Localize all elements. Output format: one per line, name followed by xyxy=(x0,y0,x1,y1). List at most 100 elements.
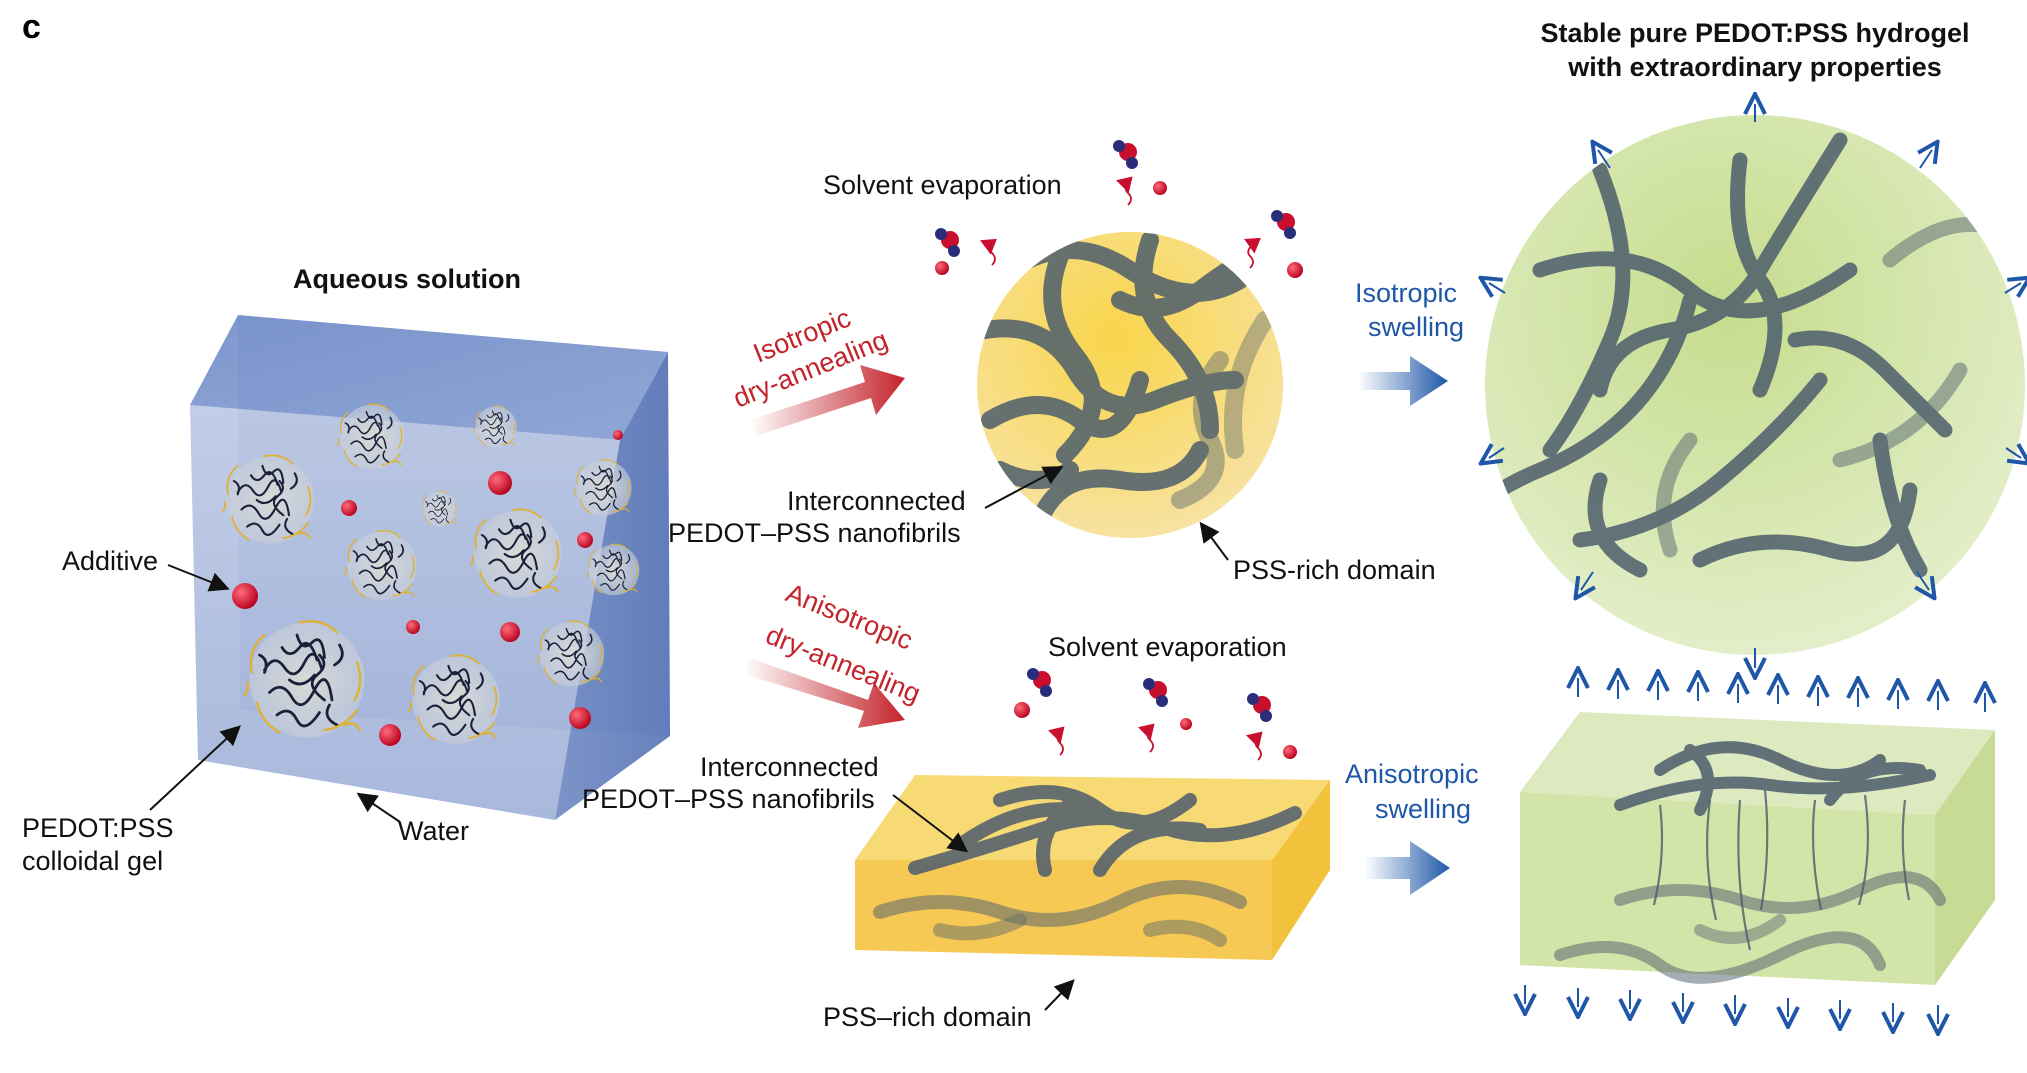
water-molecule-icon xyxy=(1027,668,1052,697)
nanofibril xyxy=(953,802,1107,852)
aniso-fibrils-line2: PEDOT–PSS nanofibrils xyxy=(582,784,875,814)
wavy-arrow-icon xyxy=(1047,726,1065,756)
additive-droplet xyxy=(1014,702,1030,718)
block-right-face xyxy=(1935,730,1995,985)
isotropic-process-arrow xyxy=(750,365,905,436)
additive-droplet xyxy=(341,500,357,516)
aniso-fibrils-pointer xyxy=(892,794,969,853)
additive-label: Additive xyxy=(62,546,158,576)
iso-fibrils-pointer xyxy=(984,466,1064,509)
nanofibril xyxy=(1532,251,1858,319)
additive-droplet xyxy=(1180,718,1192,730)
additive-droplet xyxy=(500,622,520,642)
nanofibril xyxy=(1031,441,1209,529)
outward-arrow-icon xyxy=(1920,150,1932,169)
nanofibril xyxy=(1542,162,1631,458)
stretched-chain xyxy=(1706,799,1718,921)
anisotropic-dry-film xyxy=(855,775,1330,960)
aniso-evaporation-label: Solvent evaporation xyxy=(1048,632,1287,662)
water-molecule-icon xyxy=(1113,140,1138,169)
nanofibril xyxy=(1872,432,1928,578)
water-molecule-icon xyxy=(935,228,960,257)
nanofibril xyxy=(1143,919,1227,947)
stretched-chain xyxy=(1652,804,1664,906)
nanofibril xyxy=(1587,472,1648,578)
anisotropic-swelling-arrow xyxy=(1365,841,1450,895)
nanofibril xyxy=(1614,871,1946,914)
result-title-line2: with extraordinary properties xyxy=(1567,52,1942,82)
isotropic-swelling-line1: Isotropic xyxy=(1355,278,1457,308)
additive-droplet xyxy=(1287,262,1303,278)
nanofibril xyxy=(1614,769,1936,811)
nanofibril xyxy=(873,880,1247,927)
water-label: Water xyxy=(398,816,469,846)
nanofibril xyxy=(1694,914,1786,944)
aniso-pss-pointer xyxy=(1044,979,1075,1011)
additive-droplet xyxy=(1283,745,1297,759)
outward-arrow-icon xyxy=(1917,571,1929,590)
nanofibril xyxy=(1554,931,1886,984)
nanofibril xyxy=(981,371,1149,438)
nanofibril xyxy=(1036,793,1082,877)
outward-arrow-icon xyxy=(1581,571,1593,590)
additive-droplet xyxy=(488,471,512,495)
anisotropic-process-arrow xyxy=(744,658,905,728)
additive-droplet xyxy=(935,261,949,275)
stretched-chain xyxy=(1811,799,1823,911)
nanofibril xyxy=(1832,362,1968,468)
gel-label-line2: colloidal gel xyxy=(22,846,163,876)
wavy-arrow-icon xyxy=(979,238,997,266)
wavy-arrow-icon xyxy=(1245,731,1263,761)
nanofibril xyxy=(1485,292,1698,598)
aniso-fibrils-line1: Interconnected xyxy=(700,752,879,782)
anisotropic-swelling-line2: swelling xyxy=(1375,794,1471,824)
isotropic-swelling-line2: swelling xyxy=(1368,312,1464,342)
isotropic-swelling-arrow xyxy=(1358,356,1448,406)
aniso-pss-label: PSS–rich domain xyxy=(823,1002,1032,1032)
anisotropic-hydrogel-block xyxy=(1520,678,1995,1024)
nanofibril xyxy=(1093,821,1207,877)
additive-droplet xyxy=(569,707,591,729)
aqueous-solution-cube xyxy=(190,315,670,820)
water-molecule-icon xyxy=(1247,693,1272,722)
nanofibril xyxy=(1655,432,1698,558)
stretched-chain xyxy=(1901,799,1911,901)
stretched-chain xyxy=(1737,799,1752,951)
additive-pointer xyxy=(167,564,230,592)
additive-droplet xyxy=(406,620,420,634)
isotropic-hydrogel-sphere xyxy=(1460,104,2025,668)
nanofibril xyxy=(1224,311,1274,459)
cube-top-face xyxy=(190,315,668,440)
aqueous-title: Aqueous solution xyxy=(293,264,521,294)
iso-pss-pointer xyxy=(1199,521,1229,561)
outward-arrow-icon xyxy=(1489,448,1505,458)
additive-droplet xyxy=(1153,181,1167,195)
outward-arrow-icon xyxy=(2004,283,2021,293)
additive-droplet xyxy=(613,430,623,440)
water-molecule-icon xyxy=(1143,678,1168,707)
outward-arrow-icon xyxy=(2005,448,2021,458)
stretched-chain xyxy=(1857,794,1870,906)
panel-letter: c xyxy=(22,8,41,46)
nanofibril xyxy=(1787,330,1953,438)
iso-fibrils-line2: PEDOT–PSS nanofibrils xyxy=(668,518,961,548)
water-molecule-icon xyxy=(1271,210,1296,239)
anisotropic-swelling-line1: Anisotropic xyxy=(1345,759,1479,789)
additive-droplet xyxy=(232,583,258,609)
iso-fibrils-line1: Interconnected xyxy=(787,486,966,516)
nanofibril xyxy=(1134,232,1219,439)
wavy-arrow-icon xyxy=(1243,237,1261,269)
film-right-face xyxy=(1272,780,1330,960)
result-title-line1: Stable pure PEDOT:PSS hydrogel xyxy=(1540,18,1969,48)
gel-label-line1: PEDOT:PSS xyxy=(22,813,174,843)
nanofibril xyxy=(1572,372,1828,548)
gel-pointer xyxy=(149,725,241,811)
nanofibril xyxy=(1171,351,1229,509)
additive-droplet xyxy=(379,724,401,746)
iso-evaporation-label: Solvent evaporation xyxy=(823,170,1062,200)
iso-pss-label: PSS-rich domain xyxy=(1233,555,1436,585)
nanofibril xyxy=(1824,762,1926,806)
outward-arrow-icon xyxy=(1598,150,1610,169)
outward-arrow-icon xyxy=(1489,283,1506,293)
